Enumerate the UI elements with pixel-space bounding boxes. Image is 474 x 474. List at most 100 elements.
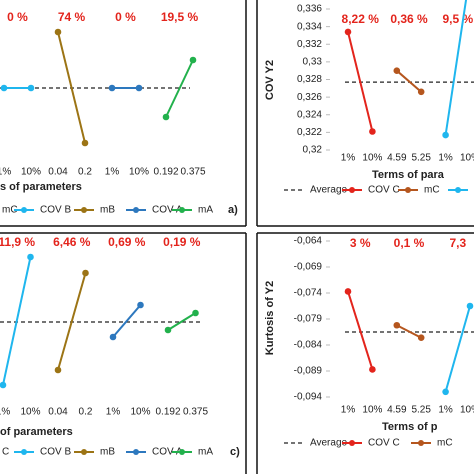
point [192,309,199,317]
point [162,113,170,121]
legend-label: mA [198,447,213,458]
annotation: 0 % [7,10,28,24]
annotation: 11,9 % [0,235,35,249]
y-tick-label: 0,324 [297,109,322,120]
x-tick-label: 10% [460,153,474,164]
y-tick-label: 0,334 [297,21,322,32]
x-tick-label: 0.2 [79,407,93,418]
legend-label: COV B [40,447,71,458]
series-line [347,291,374,370]
legend-label: COV B [40,205,71,216]
y-tick-label: -0,084 [294,340,323,351]
legend-marker [21,207,27,213]
point [466,302,474,310]
x-tick-label: 1% [105,167,120,178]
legend-marker [133,449,139,455]
series-line [167,312,197,331]
x-axis-title: Terms of p [382,421,438,433]
legend-marker [179,449,185,455]
x-tick-label: 10% [362,405,382,416]
point [135,84,143,92]
y-tick-label: -0,069 [294,262,323,273]
y-axis-title: COV Y2 [264,60,276,100]
annotation: 8,22 % [342,12,380,26]
x-tick-label: 1% [106,407,121,418]
x-tick-label: 0.375 [183,407,208,418]
series-line [2,256,32,386]
point [82,269,89,277]
point [369,366,376,373]
series-line [347,31,374,132]
legend-label: mB [100,205,115,216]
legend-label: mB [100,447,115,458]
point [54,366,62,374]
x-tick-label: 0.375 [180,167,205,178]
annotation: 0,36 % [390,12,428,26]
panel-b: 0,336 0,334 0,332 0,33 0,328 0,326 0,324 0,322 0… [264,0,474,196]
y-tick-label: 0,336 [297,4,322,15]
point [393,67,401,74]
y-tick-label: 0,322 [297,127,322,138]
panel-label: c) [230,446,240,458]
annotation: 0,19 % [163,235,201,249]
legend-marker [349,440,355,446]
x-tick-label: 1% [0,407,10,418]
point [108,84,116,92]
y-tick-label: -0,089 [294,366,323,377]
x-tick-label: 5.25 [411,153,431,164]
point [27,253,34,261]
y-tick-label: -0,094 [294,392,323,403]
point [109,333,117,341]
y-tick-label: 0,332 [297,39,322,50]
x-tick-label: 4.59 [387,153,407,164]
point [442,388,449,396]
y-tick-label: 0,33 [303,57,323,68]
x-tick-label: 1% [341,153,356,164]
x-tick-label: 10% [129,167,149,178]
legend-marker [179,207,185,213]
point [54,28,62,36]
x-tick-label: 0.192 [155,407,180,418]
x-tick-label: 10% [130,407,150,418]
x-axis-title: of parameters [0,426,73,438]
legend-marker [81,207,87,213]
legend-label: COV C [368,438,400,449]
x-tick-label: 1% [438,405,453,416]
panel-d: -0,064 -0,069 -0,074 -0,079 -0,084 -0,089 -0,0… [264,236,474,449]
x-axis-title: Terms of para [372,169,445,181]
point [417,334,425,342]
annotation: 0,1 % [394,236,425,250]
legend-label: mC [437,438,453,449]
legend-label: COV A [152,205,183,216]
x-tick-label: 10% [21,167,41,178]
x-tick-label: 0.192 [153,167,178,178]
annotation: 3 % [350,236,371,250]
y-tick-label: 0,326 [297,92,322,103]
annotation: 74 % [58,10,86,24]
x-tick-label: 10% [460,405,474,416]
point [369,128,376,135]
legend-marker [133,207,139,213]
series-line [396,69,422,93]
legend-marker [349,187,355,193]
y-tick-label: 0,328 [297,74,322,85]
legend-label: COV A [152,447,183,458]
x-tick-label: 5.25 [411,405,431,416]
x-tick-label: 0.04 [48,407,68,418]
point [137,301,144,309]
y-tick-label: -0,079 [294,314,323,325]
legend-label: COV C [368,185,400,196]
x-tick-label: 1% [438,153,453,164]
legend-label: mA [198,205,213,216]
point [189,56,197,64]
y-tick-label: -0,064 [294,236,323,247]
y-axis-title: Kurtosis of Y2 [264,281,276,355]
point [27,84,35,92]
series-line [57,31,86,144]
legend-marker [405,187,411,193]
x-axis-title: s of parameters [0,181,82,193]
